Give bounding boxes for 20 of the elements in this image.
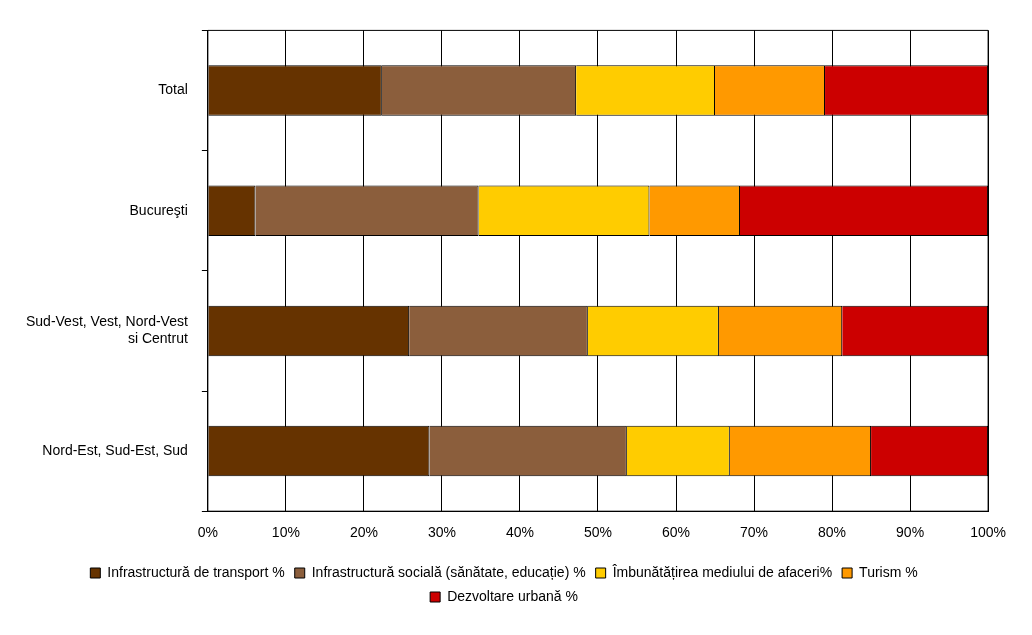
x-tick-label: 40% — [505, 524, 534, 541]
x-tick-label: 90% — [896, 524, 925, 541]
x-tick-label: 50% — [583, 524, 612, 541]
y-tick-label: Sud-Vest, Vest, Nord-Vest si Centrut — [25, 313, 188, 347]
x-tick-label: 70% — [740, 524, 769, 541]
legend-label: Infrastructură socială (sănătate, educație) % — [311, 563, 586, 580]
y-tick-label: Bucureşti — [129, 201, 188, 218]
legend-label: Dezvoltare urbană % — [447, 587, 578, 604]
x-tick-label: 100% — [970, 524, 1006, 541]
x-tick-label: 20% — [349, 524, 378, 541]
legend-label: Îmbunătățirea mediului de afaceri% — [611, 563, 833, 580]
y-tick-label: Nord-Est, Sud-Est, Sud — [42, 441, 188, 458]
x-tick-label: 10% — [271, 524, 300, 541]
y-tick-label: Total — [158, 81, 188, 98]
x-tick-label: 80% — [818, 524, 847, 541]
x-tick-label: 30% — [427, 524, 456, 541]
x-tick-label: 0% — [197, 524, 218, 541]
legend-label: Turism % — [859, 563, 918, 580]
x-tick-label: 60% — [661, 524, 691, 541]
legend-label: Infrastructură de transport % — [107, 563, 285, 580]
